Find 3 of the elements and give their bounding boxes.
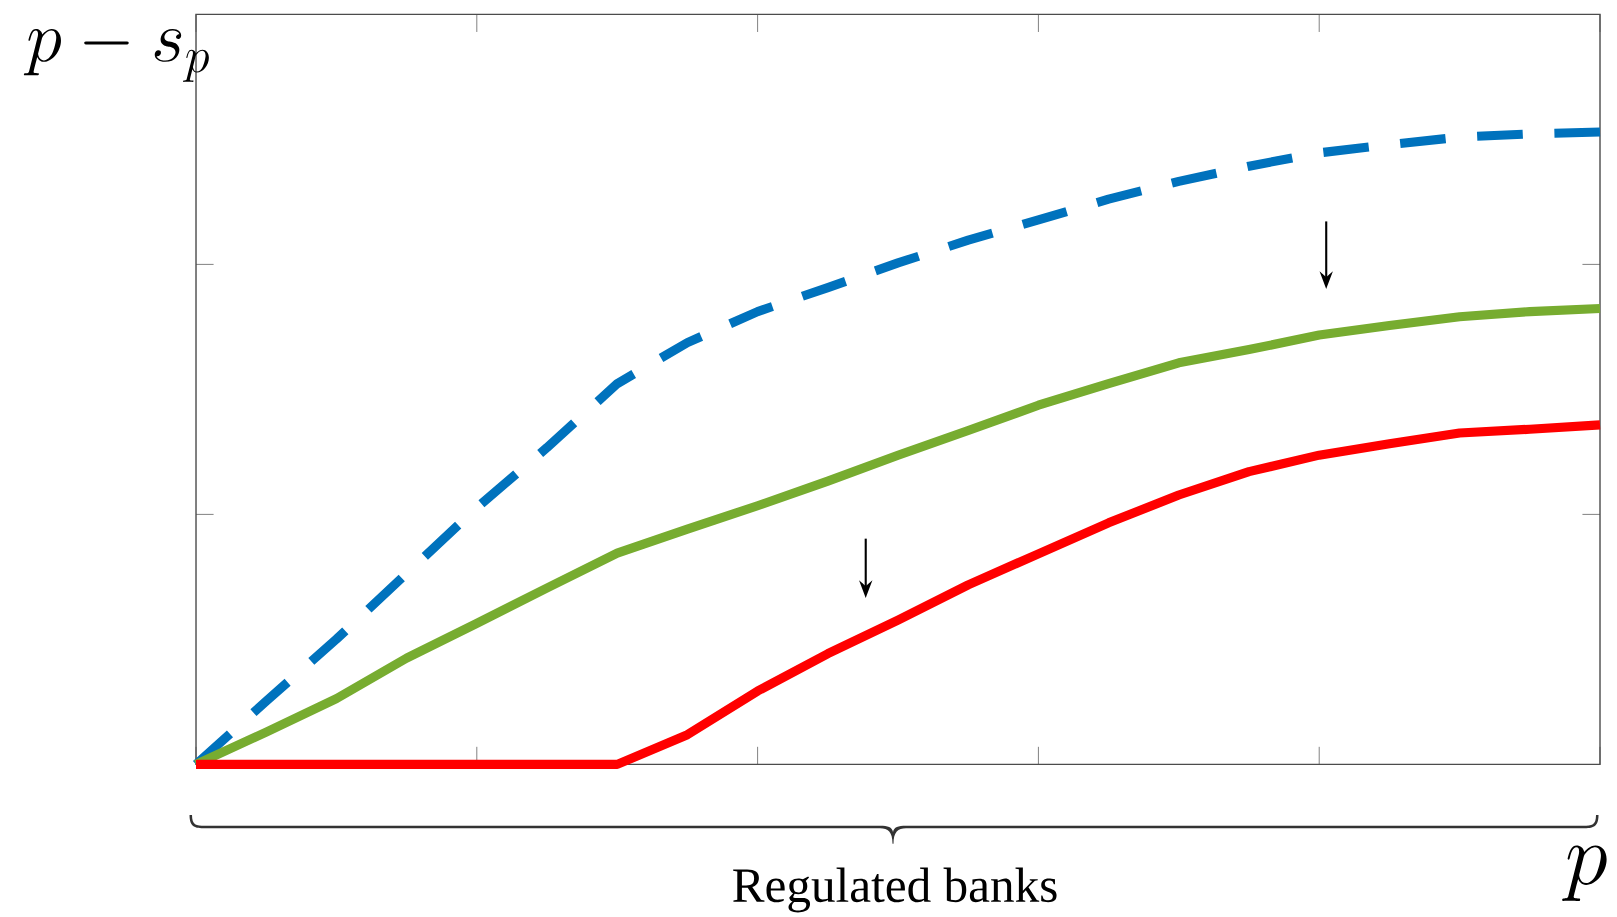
y-axis-title: $p-s_p$	[23, 29, 209, 82]
x-axis-title: $p$	[1562, 845, 1607, 901]
text: Regulated banks	[733, 867, 1057, 913]
